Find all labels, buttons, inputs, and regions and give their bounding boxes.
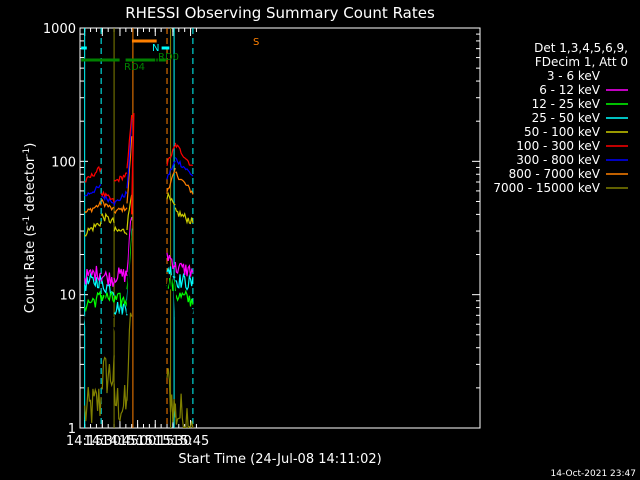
series-line bbox=[174, 289, 194, 307]
series-line bbox=[166, 160, 176, 180]
series-line bbox=[174, 157, 194, 177]
series-line bbox=[166, 275, 176, 318]
legend-label: 300 - 800 keV bbox=[516, 153, 600, 167]
series-line bbox=[126, 118, 133, 189]
footer-timestamp: 14-Oct-2021 23:47 bbox=[551, 469, 636, 479]
x-tick-label: 15:45 bbox=[172, 434, 209, 449]
chart-title: RHESSI Observing Summary Count Rates bbox=[125, 4, 435, 22]
y-axis-label-main: Count Rate (s bbox=[23, 225, 38, 314]
series-line bbox=[84, 272, 102, 292]
legend-label: 7000 - 15000 keV bbox=[493, 181, 600, 195]
y-axis-label-mid: detector bbox=[23, 156, 38, 216]
series-line bbox=[84, 290, 102, 313]
series-line bbox=[174, 142, 193, 166]
series-line bbox=[166, 266, 176, 280]
flag-label-n: N bbox=[152, 43, 159, 54]
series-line bbox=[126, 115, 133, 169]
legend-header: FDecim 1, Att 0 bbox=[535, 55, 628, 69]
series-line bbox=[100, 270, 115, 287]
y-axis-label: Count Rate (s-1 detector-1) bbox=[22, 143, 38, 314]
series-line bbox=[100, 296, 115, 323]
series-line bbox=[100, 199, 115, 212]
series-line bbox=[84, 200, 102, 214]
series-line bbox=[84, 221, 102, 237]
series-line bbox=[174, 261, 194, 277]
legend-label: 25 - 50 keV bbox=[532, 111, 601, 125]
series-line bbox=[126, 312, 133, 401]
series-line bbox=[100, 355, 115, 394]
y-tick-label: 100 bbox=[51, 155, 76, 170]
series-line bbox=[126, 217, 133, 273]
series-line bbox=[113, 383, 128, 422]
series-line bbox=[113, 309, 128, 341]
series-line bbox=[126, 220, 133, 315]
series-line bbox=[126, 194, 133, 231]
legend-label: 6 - 12 keV bbox=[539, 83, 601, 97]
flag-label-s: S bbox=[253, 37, 259, 48]
x-tick-label: 15:15 bbox=[137, 434, 174, 449]
series-line bbox=[113, 267, 128, 284]
legend-label: 12 - 25 keV bbox=[532, 97, 601, 111]
y-tick-label: 1000 bbox=[43, 22, 76, 37]
flare-spike bbox=[130, 113, 135, 215]
series-line bbox=[174, 207, 194, 225]
y-tick-label: 1 bbox=[68, 422, 76, 437]
y-axis-label-end: ) bbox=[23, 143, 38, 148]
series-line bbox=[100, 190, 115, 203]
series-line bbox=[100, 212, 115, 224]
legend-label: 3 - 6 keV bbox=[547, 69, 601, 83]
x-tick-label: 14:30 bbox=[84, 434, 121, 449]
x-tick-label: 14:15 bbox=[66, 434, 103, 449]
flag-label-rd0: RD0 bbox=[158, 52, 179, 63]
series-line bbox=[84, 387, 102, 423]
y-axis-label-sup2: -1 bbox=[22, 148, 32, 157]
y-axis-label-sup1: -1 bbox=[22, 216, 32, 225]
x-tick-label: 15:00 bbox=[119, 434, 156, 449]
series-line bbox=[175, 272, 194, 291]
series-line bbox=[84, 304, 102, 340]
series-line bbox=[174, 393, 194, 428]
series-line bbox=[84, 184, 102, 197]
series-line bbox=[100, 290, 115, 303]
legend-header: Det 1,3,4,5,6,9, bbox=[534, 41, 628, 55]
series-line bbox=[126, 136, 133, 204]
flag-label-rd4: RD4 bbox=[124, 62, 145, 73]
series-line bbox=[113, 190, 128, 206]
x-tick-label: 14:45 bbox=[101, 434, 138, 449]
legend-label: 800 - 7000 keV bbox=[509, 167, 601, 181]
series-line bbox=[113, 203, 128, 214]
series-line bbox=[166, 368, 176, 423]
series-line bbox=[175, 171, 194, 195]
series-line bbox=[166, 191, 176, 206]
legend-label: 100 - 300 keV bbox=[516, 139, 600, 153]
legend-label: 50 - 100 keV bbox=[524, 125, 601, 139]
x-axis-label: Start Time (24-Jul-08 14:11:02) bbox=[178, 452, 381, 467]
series-line bbox=[174, 292, 194, 331]
series-line bbox=[84, 265, 102, 285]
y-tick-label: 10 bbox=[59, 289, 76, 304]
x-tick-label: 15:30 bbox=[154, 434, 191, 449]
series-line bbox=[100, 194, 115, 205]
series-line bbox=[113, 172, 128, 183]
series-line bbox=[113, 292, 128, 307]
series-line bbox=[113, 225, 128, 236]
series-line bbox=[166, 167, 176, 192]
series-line bbox=[166, 252, 176, 270]
series-line bbox=[166, 144, 176, 166]
plot-frame bbox=[79, 27, 481, 429]
series-line bbox=[84, 165, 102, 183]
